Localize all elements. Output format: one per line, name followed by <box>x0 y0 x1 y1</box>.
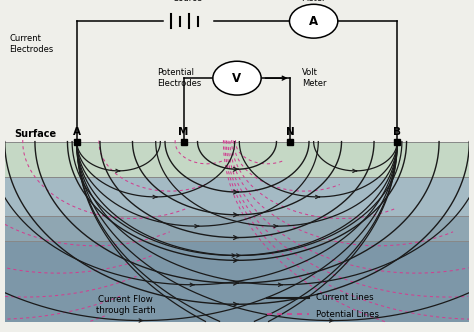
Text: Volt
Meter: Volt Meter <box>302 68 327 88</box>
Text: Current
Electrodes: Current Electrodes <box>9 34 54 54</box>
Bar <box>5 241 469 322</box>
Text: A: A <box>73 127 81 137</box>
Text: B: B <box>393 127 401 137</box>
Text: A: A <box>309 15 318 28</box>
Text: Potential
Electrodes: Potential Electrodes <box>157 68 201 88</box>
Bar <box>5 177 469 216</box>
Bar <box>5 141 469 177</box>
Text: M: M <box>178 127 189 137</box>
Text: Current
Source: Current Source <box>172 0 204 3</box>
Text: N: N <box>286 127 295 137</box>
Bar <box>5 216 469 241</box>
Circle shape <box>290 4 338 38</box>
Text: Surface: Surface <box>14 129 56 139</box>
Text: Current Flow
through Earth: Current Flow through Earth <box>96 295 155 315</box>
Text: Current
Meter: Current Meter <box>298 0 329 3</box>
Text: Potential Lines: Potential Lines <box>316 309 379 318</box>
Text: V: V <box>232 72 242 85</box>
Circle shape <box>213 61 261 95</box>
Text: Current Lines: Current Lines <box>316 293 374 302</box>
